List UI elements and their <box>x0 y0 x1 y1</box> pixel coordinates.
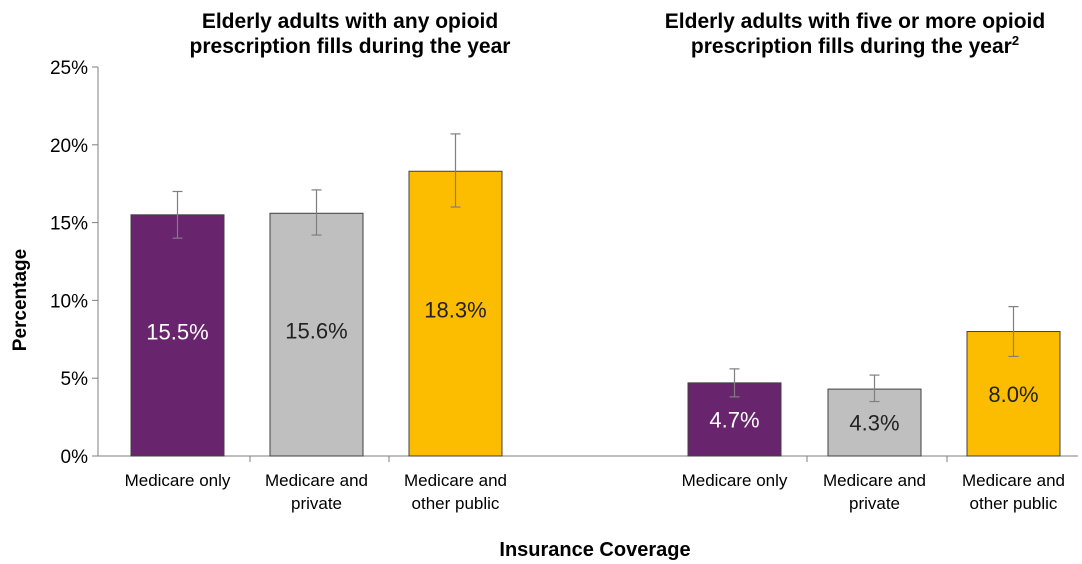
panel-title: Elderly adults with five or more opioid p… <box>665 10 1045 58</box>
panel-title-superscript: 2 <box>1012 33 1019 48</box>
y-tick-label: 20% <box>50 136 88 157</box>
category-label-line: Medicare and <box>404 471 507 490</box>
chart-panels: Elderly adults with any opioid prescripti… <box>125 10 1065 513</box>
category-label-line: Medicare and <box>823 471 926 490</box>
category-label-line: Medicare only <box>125 471 231 490</box>
category-label: Medicare and private <box>265 471 368 513</box>
bar <box>408 170 503 457</box>
y-tick-label: 15% <box>50 214 88 235</box>
data-label: 15.6% <box>285 319 347 344</box>
data-label: 15.5% <box>146 319 208 344</box>
category-label-line: other public <box>412 494 500 513</box>
category-label: Medicare and other public <box>962 471 1065 513</box>
panel-2: Elderly adults with five or more opioid p… <box>665 10 1065 513</box>
bar <box>269 212 364 457</box>
category-label-line: other public <box>970 494 1058 513</box>
category-label-line: Medicare only <box>682 471 788 490</box>
axes: 0% 5% 10% 15% 20% 25% <box>50 58 1078 468</box>
data-label: 4.7% <box>709 407 759 432</box>
y-tick-label: 0% <box>61 447 89 468</box>
category-label-line: private <box>291 494 342 513</box>
panel-title-line: prescription fills during the year <box>190 35 511 58</box>
y-tick-label: 5% <box>61 369 89 390</box>
category-label: Medicare only <box>682 471 788 490</box>
category-label: Medicare and other public <box>404 471 507 513</box>
category-label-line: private <box>849 494 900 513</box>
category-label-line: Medicare and <box>962 471 1065 490</box>
panel-title-line: prescription fills during the year <box>691 35 1012 58</box>
category-label: Medicare only <box>125 471 231 490</box>
panel-title: Elderly adults with any opioid prescripti… <box>190 10 511 58</box>
panel-title-line: Elderly adults with any opioid <box>202 10 498 33</box>
data-label: 4.3% <box>849 411 899 436</box>
panel-title-line: Elderly adults with five or more opioid <box>665 10 1045 33</box>
bar <box>130 214 225 457</box>
y-tick-label: 25% <box>50 58 88 79</box>
panel-1: Elderly adults with any opioid prescripti… <box>125 10 511 513</box>
data-label: 8.0% <box>988 382 1038 407</box>
category-label-line: Medicare and <box>265 471 368 490</box>
y-axis-label: Percentage <box>10 249 31 351</box>
data-label: 18.3% <box>424 298 486 323</box>
category-label: Medicare and private <box>823 471 926 513</box>
x-axis-label: Insurance Coverage <box>499 539 690 561</box>
y-tick-label: 10% <box>50 291 88 312</box>
